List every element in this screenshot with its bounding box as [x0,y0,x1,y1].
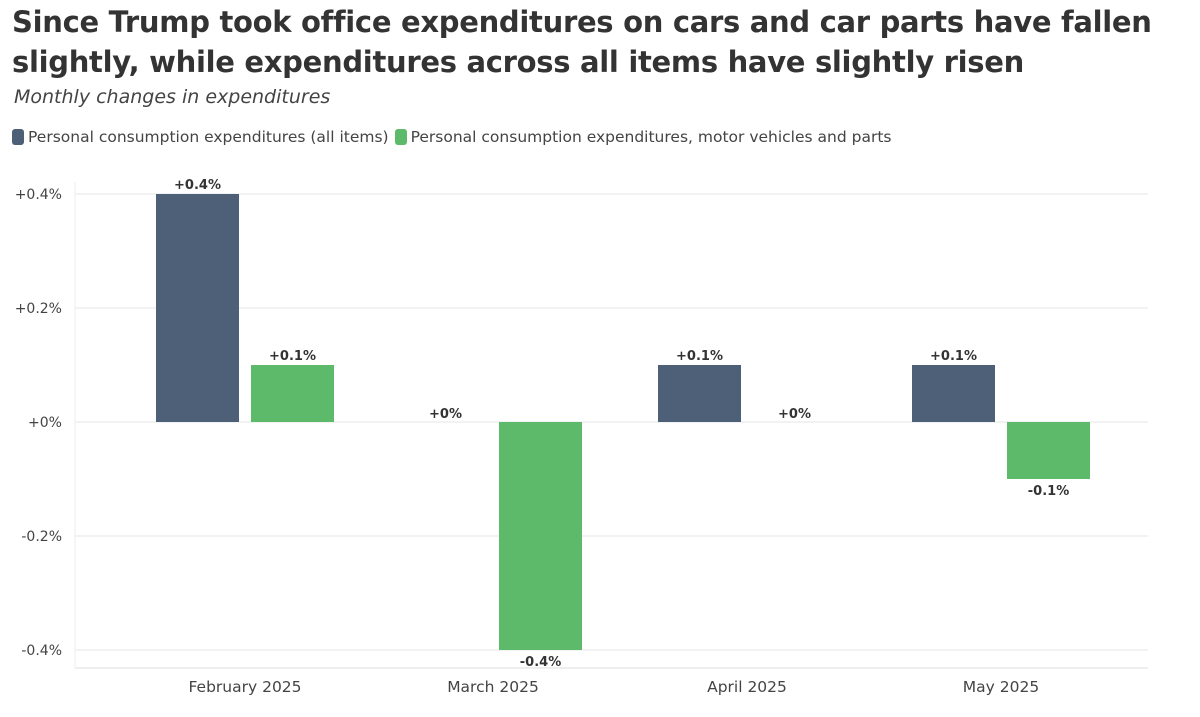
legend-label-motor-vehicles: Personal consumption expenditures, motor… [410,128,892,146]
y-tick-label: +0% [28,415,62,431]
legend-item-motor-vehicles: Personal consumption expenditures, motor… [394,128,892,146]
chart-subtitle: Monthly changes in expenditures [14,86,331,108]
x-tick-label: February 2025 [188,678,301,696]
bar [912,365,995,422]
x-tick-label: March 2025 [447,678,539,696]
y-tick-label: -0.4% [21,643,62,659]
data-label: +0.1% [269,349,316,364]
x-tick-label: May 2025 [963,678,1039,696]
data-label: +0% [429,407,462,422]
legend-swatch-motor-vehicles [394,129,407,145]
bar [1007,422,1090,479]
bar [156,194,239,422]
y-tick-label: +0.4% [15,187,62,203]
data-label: +0.1% [676,349,723,364]
data-label: -0.4% [520,655,561,670]
bar-chart: +0.4% +0.2% +0% -0.2% -0.4% +0.4% +0.1% Februar… [15,178,1148,696]
legend-label-all-items: Personal consumption expenditures (all i… [28,128,389,146]
data-label: +0.4% [174,178,221,193]
data-label: -0.1% [1028,484,1069,499]
bar [251,365,334,422]
legend-swatch-all-items [12,129,24,145]
data-label: +0% [778,407,811,422]
y-tick-label: +0.2% [15,301,62,317]
bar [499,422,582,650]
x-tick-label: April 2025 [707,678,787,696]
bar [658,365,741,422]
data-label: +0.1% [930,349,977,364]
legend: Personal consumption expenditures (all i… [12,128,897,146]
legend-item-all-items: Personal consumption expenditures (all i… [12,128,389,146]
chart-title: Since Trump took office expenditures on … [12,5,1152,79]
y-tick-label: -0.2% [21,529,62,545]
